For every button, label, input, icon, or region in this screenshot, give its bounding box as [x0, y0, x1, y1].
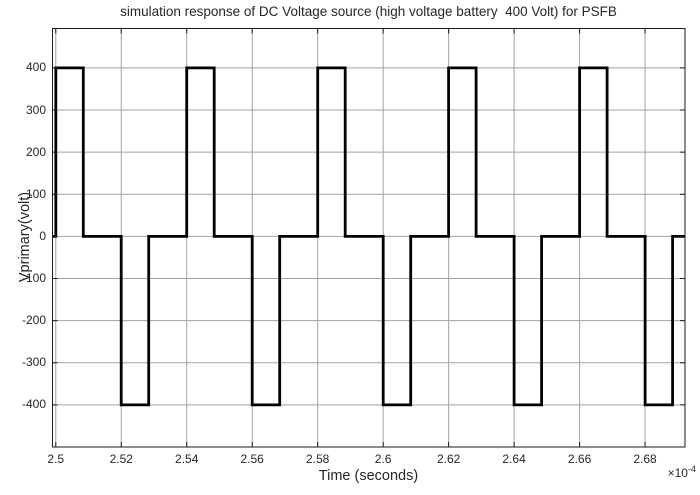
x-tick-label: 2.68 — [633, 452, 657, 466]
y-tick-label: 400 — [25, 60, 46, 75]
chart-title: simulation response of DC Voltage source… — [120, 4, 617, 19]
y-tick-label: 100 — [25, 186, 46, 201]
exponent-power: -4 — [687, 464, 696, 474]
x-tick-label: 2.62 — [436, 452, 461, 466]
x-tick-label: 2.58 — [305, 452, 330, 466]
y-tick-label: -300 — [21, 355, 46, 370]
y-tick-label: -400 — [21, 397, 46, 412]
y-tick-label: -100 — [21, 271, 46, 285]
x-tick-label: 2.6 — [374, 452, 392, 466]
axis-box — [52, 28, 686, 448]
x-tick-label: 2.5 — [47, 452, 65, 466]
y-tick-label: 200 — [25, 144, 46, 159]
y-tick-label: 300 — [25, 102, 46, 117]
x-tick-label: 2.56 — [240, 452, 264, 466]
exponent-base: ×10 — [667, 466, 688, 480]
y-tick-label: 0 — [39, 228, 46, 243]
x-axis-exponent: ×10-4 — [668, 464, 696, 480]
y-axis-label: Vprimary(volt) — [17, 191, 33, 283]
x-tick-label: 2.54 — [175, 452, 199, 466]
x-tick-label: 2.66 — [567, 452, 592, 466]
x-tick-label: 2.64 — [502, 452, 526, 466]
x-axis-label: Time (seconds) — [318, 468, 419, 484]
x-tick-label: 2.52 — [109, 452, 133, 466]
y-tick-label: -200 — [21, 313, 46, 328]
waveform-line — [52, 66, 685, 407]
